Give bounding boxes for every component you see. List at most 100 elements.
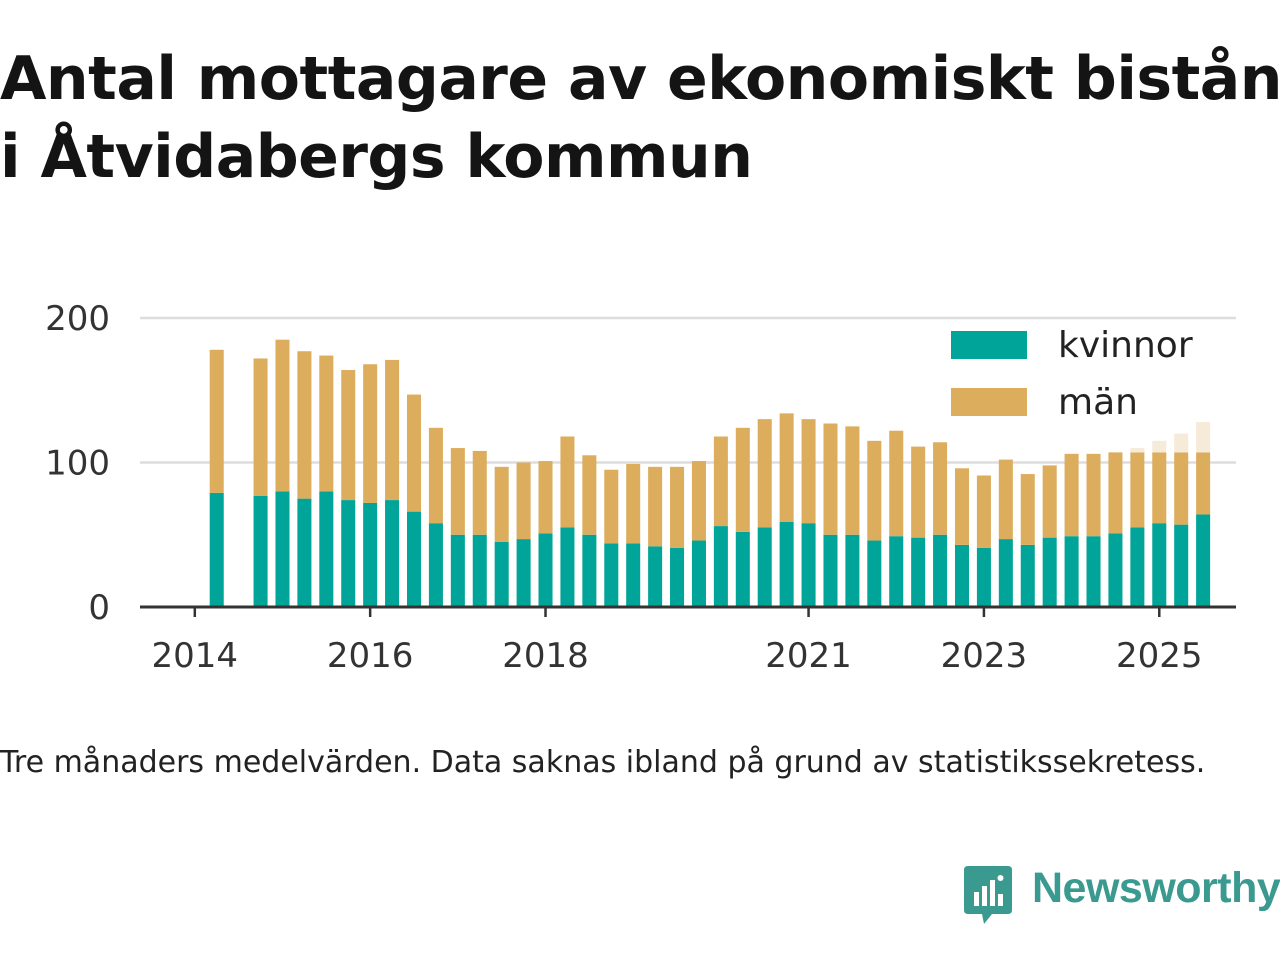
bar-man [450,448,465,535]
bar-man [406,394,422,512]
bar-kvinnor [626,543,641,607]
bar-man [801,419,816,524]
bar-kvinnor [406,511,422,607]
bar-kvinnor [1064,536,1079,607]
bar-man [757,419,772,528]
x-tick-label: 2014 [152,636,239,676]
bar-kvinnor [1042,537,1057,607]
bar-man [297,351,312,499]
bar-man [516,462,531,540]
chart-caption: Tre månaders medelvärden. Data saknas ib… [0,745,1206,780]
y-tick-label: 200 [45,299,110,339]
bar-kvinnor [735,531,750,607]
bar-kvinnor [209,492,224,607]
bar-man [911,446,926,538]
bar-man [933,442,948,535]
bar-kvinnor [1152,523,1167,607]
bar-kvinnor [297,498,312,607]
bar-kvinnor [341,500,356,607]
y-tick-label: 0 [88,588,110,628]
bar-man [428,427,443,524]
bar-kvinnor [933,534,948,607]
bar-man [779,413,794,522]
newsworthy-logo[interactable]: Newsworthy [962,862,1280,928]
bar-man [998,459,1013,540]
legend-man-label: män [1058,382,1138,423]
bar-kvinnor [253,495,268,607]
bar-man [319,355,334,492]
newsworthy-chart-bubble-icon [964,866,1012,924]
bar-man [845,426,860,535]
bar-man [889,430,904,537]
bar-man [1108,452,1123,534]
bar-kvinnor [319,491,334,607]
bar-man [363,364,378,503]
chart-title-line-2: i Åtvidabergs kommun [0,122,753,192]
bar-kvinnor [1020,544,1035,607]
bar-man [1086,453,1101,537]
bar-man-preliminary [1174,433,1189,453]
bar-kvinnor [450,534,465,607]
bar-man [670,466,685,548]
newsworthy-logo-text: Newsworthy [1032,864,1280,912]
bar-kvinnor [1196,514,1211,607]
bar-man [604,469,619,544]
bar-kvinnor [757,527,772,607]
bar-kvinnor [801,523,816,607]
bar-man-preliminary [1152,440,1167,453]
bar-man-preliminary [1196,422,1211,453]
bar-kvinnor [670,547,685,607]
bar-kvinnor [538,533,553,607]
bar-man [560,436,575,528]
bar-man [209,349,224,493]
chart-title-line-1: Antal mottagare av ekonomiskt bistånd [0,44,1280,114]
x-tick-label: 2021 [765,636,852,676]
bar-man [275,339,290,492]
x-tick-label: 2023 [941,636,1028,676]
y-tick-label: 100 [45,444,110,484]
legend-kvinnor: kvinnor [951,325,1193,366]
bar-kvinnor [867,540,882,607]
bar-man [472,450,487,535]
bar-kvinnor [889,536,904,607]
bar-kvinnor [560,527,575,607]
bar-kvinnor [1108,533,1123,607]
bar-man-preliminary [1130,448,1145,453]
bar-man [626,463,641,544]
bar-kvinnor [275,491,290,607]
bar-kvinnor [954,544,970,607]
bar-man [253,358,268,496]
bar-man [1152,452,1167,524]
bar-man [341,370,356,501]
bar-man [713,436,728,527]
bar-kvinnor [1174,524,1189,607]
bar-kvinnor [1086,536,1101,607]
bar-man [385,359,400,501]
bar-man [954,468,970,545]
bar-man [582,455,597,535]
x-tick-label: 2025 [1116,636,1203,676]
stacked-bar-chart: 0 100 200 2014 2016 2018 2021 2023 2025 kvinnor mä… [45,299,1236,676]
bar-kvinnor [823,534,838,607]
bar-kvinnor [1130,527,1145,607]
bar-kvinnor [976,547,991,607]
bar-kvinnor [911,537,926,607]
chart-title: Antal mottagare av ekonomiskt bistånd i … [0,40,1280,196]
bar-kvinnor [845,534,860,607]
bar-kvinnor [582,534,597,607]
bar-man [1130,452,1145,528]
bar-kvinnor [779,521,794,607]
bar-kvinnor [604,543,619,607]
bar-kvinnor [428,523,443,607]
bar-kvinnor [998,539,1013,607]
bar-kvinnor [713,526,728,607]
bar-kvinnor [385,500,400,607]
bar-man [823,423,838,535]
bar-man [1196,452,1211,515]
bar-man [1020,474,1035,545]
bar-man [538,461,553,534]
bar-kvinnor [472,534,487,607]
bar-kvinnor [494,541,509,607]
legend-kvinnor-label: kvinnor [1058,325,1193,366]
bar-man [735,427,750,532]
